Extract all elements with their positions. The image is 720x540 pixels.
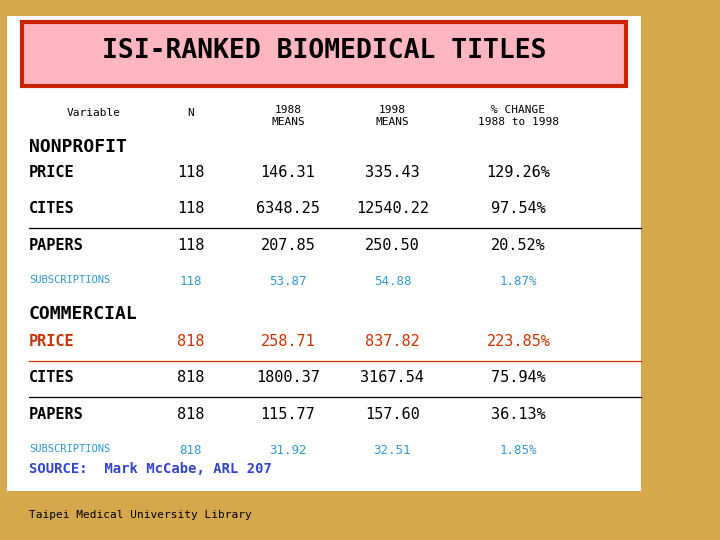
Text: PRICE: PRICE <box>29 334 74 349</box>
Text: 129.26%: 129.26% <box>487 165 550 180</box>
Text: CITES: CITES <box>29 201 74 217</box>
Text: 818: 818 <box>177 407 204 422</box>
Text: NONPROFIT: NONPROFIT <box>29 138 127 156</box>
Text: 3167.54: 3167.54 <box>361 370 424 386</box>
Text: % CHANGE
1988 to 1998: % CHANGE 1988 to 1998 <box>478 105 559 127</box>
Text: 207.85: 207.85 <box>261 238 315 253</box>
Text: SUBSCRIPTIONS: SUBSCRIPTIONS <box>29 275 110 285</box>
Text: 1.85%: 1.85% <box>500 444 537 457</box>
Text: CITES: CITES <box>29 370 74 386</box>
Text: 118: 118 <box>177 238 204 253</box>
Text: SUBSCRIPTIONS: SUBSCRIPTIONS <box>29 444 110 454</box>
Text: 115.77: 115.77 <box>261 407 315 422</box>
Text: Variable: Variable <box>67 108 121 118</box>
Text: 146.31: 146.31 <box>261 165 315 180</box>
Text: 818: 818 <box>177 370 204 386</box>
Text: 75.94%: 75.94% <box>491 370 546 386</box>
Text: 818: 818 <box>177 334 204 349</box>
Text: PRICE: PRICE <box>29 165 74 180</box>
Text: PAPERS: PAPERS <box>29 238 84 253</box>
Text: 32.51: 32.51 <box>374 444 411 457</box>
FancyBboxPatch shape <box>7 16 641 491</box>
Text: 20.52%: 20.52% <box>491 238 546 253</box>
Text: 1998
MEANS: 1998 MEANS <box>376 105 409 127</box>
Text: 118: 118 <box>177 165 204 180</box>
Text: 157.60: 157.60 <box>365 407 420 422</box>
FancyBboxPatch shape <box>22 22 626 86</box>
Text: 258.71: 258.71 <box>261 334 315 349</box>
Text: 223.85%: 223.85% <box>487 334 550 349</box>
Text: 12540.22: 12540.22 <box>356 201 429 217</box>
Text: SOURCE:  Mark McCabe, ARL 207: SOURCE: Mark McCabe, ARL 207 <box>29 462 271 476</box>
Text: 36.13%: 36.13% <box>491 407 546 422</box>
Text: 818: 818 <box>179 444 202 457</box>
Text: 1.87%: 1.87% <box>500 275 537 288</box>
Text: 31.92: 31.92 <box>269 444 307 457</box>
Text: PAPERS: PAPERS <box>29 407 84 422</box>
Text: 335.43: 335.43 <box>365 165 420 180</box>
Text: 250.50: 250.50 <box>365 238 420 253</box>
Text: 837.82: 837.82 <box>365 334 420 349</box>
Text: 1988
MEANS: 1988 MEANS <box>271 105 305 127</box>
Text: 54.88: 54.88 <box>374 275 411 288</box>
Text: 53.87: 53.87 <box>269 275 307 288</box>
Text: 118: 118 <box>179 275 202 288</box>
Text: N: N <box>187 108 194 118</box>
Text: 6348.25: 6348.25 <box>256 201 320 217</box>
Text: Taipei Medical University Library: Taipei Medical University Library <box>29 510 251 521</box>
Text: ISI-RANKED BIOMEDICAL TITLES: ISI-RANKED BIOMEDICAL TITLES <box>102 38 546 64</box>
Text: 118: 118 <box>177 201 204 217</box>
Text: COMMERCIAL: COMMERCIAL <box>29 305 138 323</box>
Text: 1800.37: 1800.37 <box>256 370 320 386</box>
Text: 97.54%: 97.54% <box>491 201 546 217</box>
